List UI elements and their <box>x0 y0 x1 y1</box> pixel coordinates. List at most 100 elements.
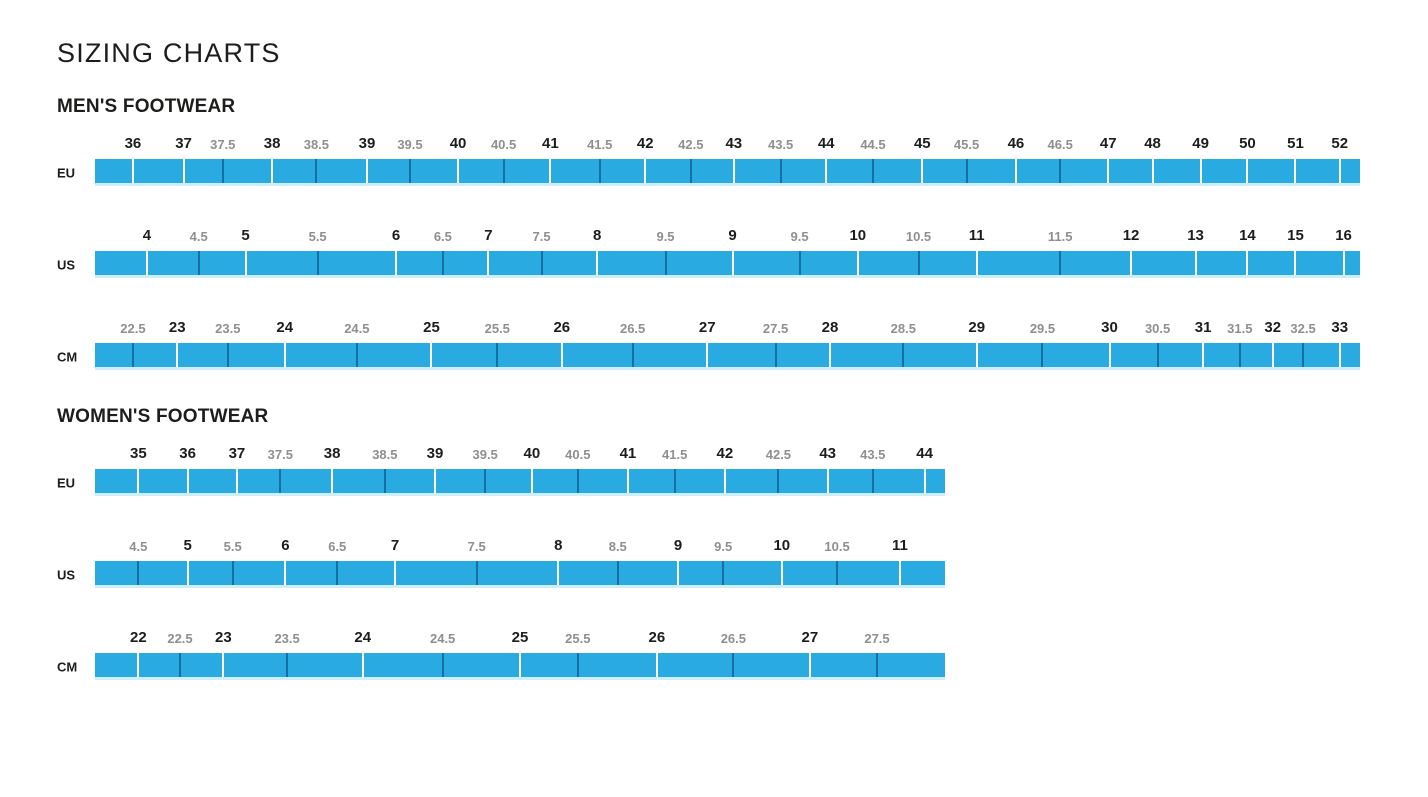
size-tick <box>137 561 140 585</box>
size-tick <box>631 343 634 367</box>
size-label: 7.5 <box>532 229 551 244</box>
size-tick <box>145 251 148 275</box>
size-tick <box>1202 343 1205 367</box>
size-tick <box>231 561 234 585</box>
size-tick <box>923 469 926 493</box>
tick-labels: 22 22.5 23 23.5 24 24.5 25 25.5 26 26.5 27 27.5 <box>95 624 945 646</box>
size-bar-eu <box>95 469 945 496</box>
size-label: 9.5 <box>714 539 733 554</box>
size-tick <box>1246 159 1249 183</box>
size-label: 42.5 <box>765 447 792 462</box>
size-label: 43 <box>725 135 743 152</box>
size-tick <box>779 159 782 183</box>
size-label: 8 <box>593 227 602 244</box>
size-tick <box>1059 251 1062 275</box>
size-label: 29.5 <box>1029 321 1056 336</box>
size-label: 41.5 <box>587 137 613 152</box>
size-label: 27 <box>801 629 819 646</box>
size-tick <box>1246 251 1249 275</box>
size-label: 39 <box>426 445 444 462</box>
size-tick <box>1130 251 1133 275</box>
size-label: 29 <box>968 319 986 336</box>
size-label: 43.5 <box>860 447 886 462</box>
size-tick <box>664 251 667 275</box>
size-label: 9.5 <box>790 229 809 244</box>
size-label: 24 <box>354 629 372 646</box>
bar-line-eu: EU <box>57 159 1428 186</box>
size-tick <box>876 653 878 677</box>
size-label: 42 <box>716 445 734 462</box>
size-tick <box>975 343 978 367</box>
size-tick <box>655 653 658 677</box>
size-tick <box>530 469 533 493</box>
tick-labels: 4 4.5 5 5.5 6 6.5 7 7.5 8 9.5 9 9.5 10 10.5 11 11.5 12 13… <box>95 222 1360 244</box>
size-row-us: 4 4.5 5 5.5 6 6.5 7 7.5 8 9.5 9 9.5 10 10.5 11 11.5 12 13… <box>57 222 1428 278</box>
unit-label-eu: EU <box>57 475 76 490</box>
size-label: 31 <box>1194 319 1212 336</box>
size-tick <box>774 343 777 367</box>
size-tick <box>673 469 676 493</box>
size-tick <box>197 251 200 275</box>
size-tick <box>1294 159 1297 183</box>
size-tick <box>596 251 599 275</box>
size-tick <box>560 343 563 367</box>
size-label: 24.5 <box>344 321 370 336</box>
size-label: 44 <box>916 445 933 462</box>
size-tick <box>917 251 920 275</box>
size-label: 26 <box>648 629 666 646</box>
size-tick <box>1041 343 1044 367</box>
size-label: 44.5 <box>860 137 886 152</box>
size-tick <box>355 343 358 367</box>
size-tick <box>965 159 968 183</box>
size-label: 23 <box>215 629 232 646</box>
size-label: 24 <box>276 319 294 336</box>
size-tick <box>557 561 560 585</box>
size-label: 22.5 <box>120 321 146 336</box>
size-label: 11.5 <box>1047 229 1073 244</box>
size-tick <box>131 343 134 367</box>
size-tick <box>871 469 874 493</box>
size-tick <box>731 251 734 275</box>
size-tick <box>540 251 543 275</box>
unit-label-us: US <box>57 257 76 272</box>
tick-labels: 35 36 37 37.5 38 38.5 39 39.5 40 40.5 41 41.5 42 42.5… <box>95 440 945 462</box>
size-tick <box>626 469 629 493</box>
size-label: 28 <box>821 319 839 336</box>
size-label: 30 <box>1101 319 1118 336</box>
size-tick <box>1194 251 1197 275</box>
size-label: 6.5 <box>433 229 452 244</box>
size-label: 22.5 <box>167 631 193 646</box>
bar-line-us: US <box>57 561 1428 588</box>
tick-labels: 22.5 23 23.5 24 24.5 25 25.5 26 26.5 27 27.5 28 28.5… <box>95 314 1360 336</box>
size-label: 37.5 <box>267 447 293 462</box>
size-tick <box>871 159 874 183</box>
size-label: 7.5 <box>467 539 486 554</box>
size-label: 38 <box>263 135 281 152</box>
size-label: 27.5 <box>762 321 789 336</box>
size-label: 33 <box>1331 319 1349 336</box>
size-tick <box>176 343 179 367</box>
size-label: 12 <box>1122 227 1140 244</box>
size-tick <box>283 343 286 367</box>
size-tick <box>316 251 319 275</box>
size-label: 10.5 <box>824 539 850 554</box>
size-tick <box>271 159 274 183</box>
section-heading: WOMEN'S FOOTWEAR <box>57 406 269 427</box>
size-tick <box>1238 343 1241 367</box>
size-tick <box>457 159 460 183</box>
size-tick <box>644 159 647 183</box>
size-tick <box>279 469 282 493</box>
size-label: 41 <box>542 135 559 152</box>
size-tick <box>408 159 411 183</box>
bar-line-us: US <box>57 251 1428 278</box>
size-tick <box>689 159 692 183</box>
size-label: 26 <box>553 319 571 336</box>
size-tick <box>825 159 828 183</box>
size-tick <box>706 343 709 367</box>
size-tick <box>284 561 287 585</box>
size-label: 36 <box>124 135 142 152</box>
size-tick <box>836 561 839 585</box>
size-label: 7 <box>390 537 400 554</box>
size-tick <box>921 159 924 183</box>
size-label: 38.5 <box>372 447 398 462</box>
